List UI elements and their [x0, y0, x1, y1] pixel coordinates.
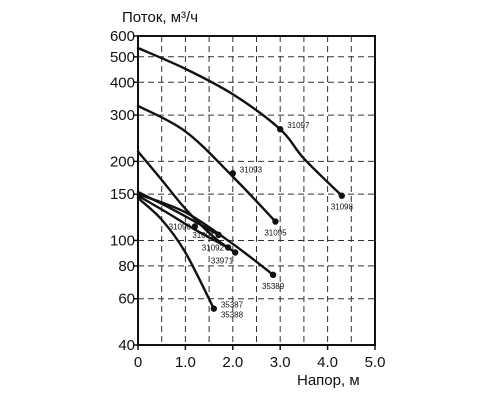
curve-6: [136, 192, 275, 276]
data-point-31091: [215, 231, 222, 239]
point-label-33971: 33971: [211, 256, 234, 265]
data-point-31098: [338, 192, 346, 199]
x-tick-label: 1.0: [175, 354, 196, 371]
curve-5: [136, 194, 230, 249]
data-point-35389: [269, 271, 277, 279]
point-label-31095: 31095: [264, 229, 287, 238]
y-tick-label: 400: [110, 74, 135, 91]
point-label-35389: 35389: [262, 282, 285, 291]
data-point-31095: [272, 218, 279, 225]
data-point-31097: [277, 126, 284, 133]
point-label-31098: 31098: [331, 203, 354, 212]
data-point-31092: [224, 244, 232, 251]
x-tick-label: 5.0: [365, 354, 386, 371]
grid: [138, 36, 375, 345]
y-tick-label: 40: [118, 337, 135, 354]
y-tick-label: 60: [118, 291, 135, 308]
x-tick-label: 3.0: [270, 354, 291, 371]
y-tick-label: 500: [110, 49, 135, 66]
axes: [133, 35, 376, 350]
y-tick-label: 200: [110, 153, 135, 170]
curve-7: [136, 196, 216, 310]
data-point-33971: [231, 249, 239, 256]
y-tick-label: 600: [110, 28, 135, 45]
data-point-35387: [210, 305, 218, 312]
point-label-31091: 31091: [192, 231, 215, 240]
data-point-31093: [229, 170, 236, 177]
curves: [136, 46, 344, 310]
plot-frame: [137, 35, 376, 346]
point-label-31090: 31090: [169, 223, 192, 232]
point-label-31097: 31097: [287, 121, 310, 130]
y-tick-label: 80: [118, 258, 135, 275]
x-tick-label: 4.0: [317, 354, 338, 371]
curve-1: [136, 46, 344, 197]
point-label-31093: 31093: [240, 165, 263, 174]
point-label-31092: 31092: [202, 244, 225, 253]
point-label-35387: 35387: [221, 301, 244, 310]
tick-labels: 0 1.0 2.0 3.0 4.0 5.0 40 60 80 100 150 200 300 400 500…: [110, 28, 385, 371]
curve-2: [136, 104, 277, 223]
y-tick-label: 300: [110, 107, 135, 124]
x-axis-label: Напор, м: [297, 372, 360, 389]
x-tick-label: 0: [134, 354, 142, 371]
x-tick-label: 2.0: [222, 354, 243, 371]
data-point-31090: [191, 223, 199, 230]
y-axis-label: Поток, м³/ч: [122, 9, 198, 26]
y-tick-label: 100: [110, 232, 135, 249]
y-tick-label: 150: [110, 186, 135, 203]
point-label-35388: 35388: [221, 311, 244, 320]
